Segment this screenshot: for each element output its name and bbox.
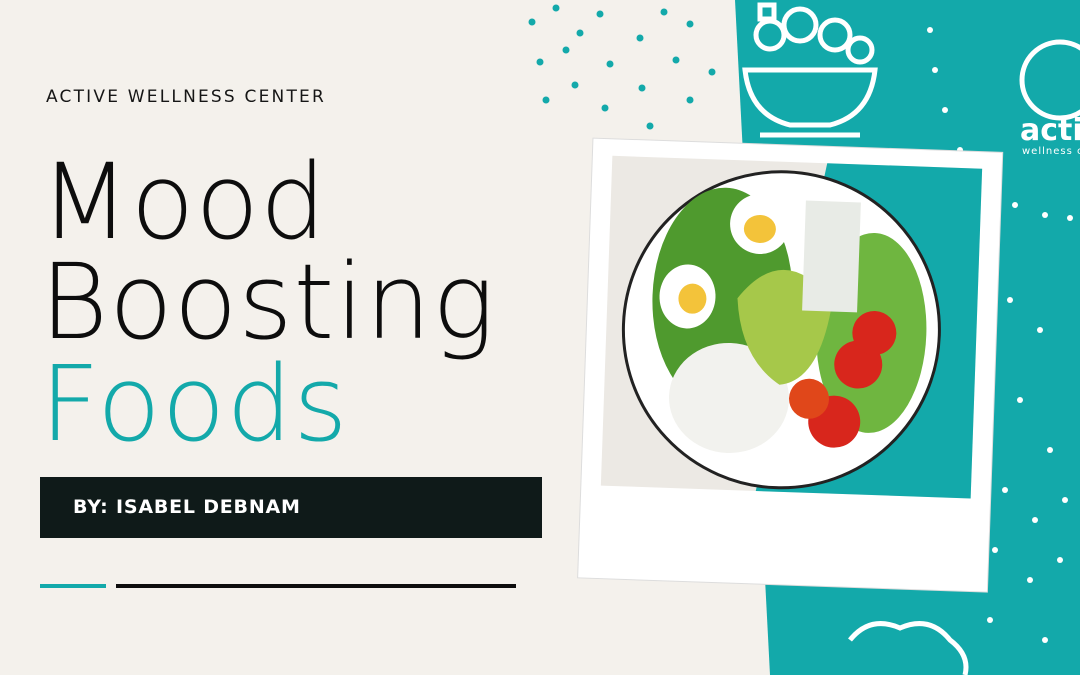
byline: BY: ISABEL DEBNAM: [73, 496, 301, 518]
rule: [116, 584, 516, 588]
title-line: Boosting: [40, 241, 496, 363]
title-line-accent: Foods: [40, 343, 349, 465]
polaroid: [577, 137, 1004, 593]
accent-rule: [40, 584, 106, 588]
logo-ring: [1019, 39, 1080, 121]
dot-pattern: [528, 4, 716, 130]
kicker: ACTIVE WELLNESS CENTER: [46, 87, 326, 107]
logo-text: activ: [1020, 113, 1080, 148]
title-line: Mood: [40, 141, 327, 263]
byline-bar: [40, 477, 542, 538]
salad: [652, 187, 927, 453]
bowl-icon: [742, 2, 969, 675]
logo-subtext: wellness ce: [1022, 146, 1080, 157]
